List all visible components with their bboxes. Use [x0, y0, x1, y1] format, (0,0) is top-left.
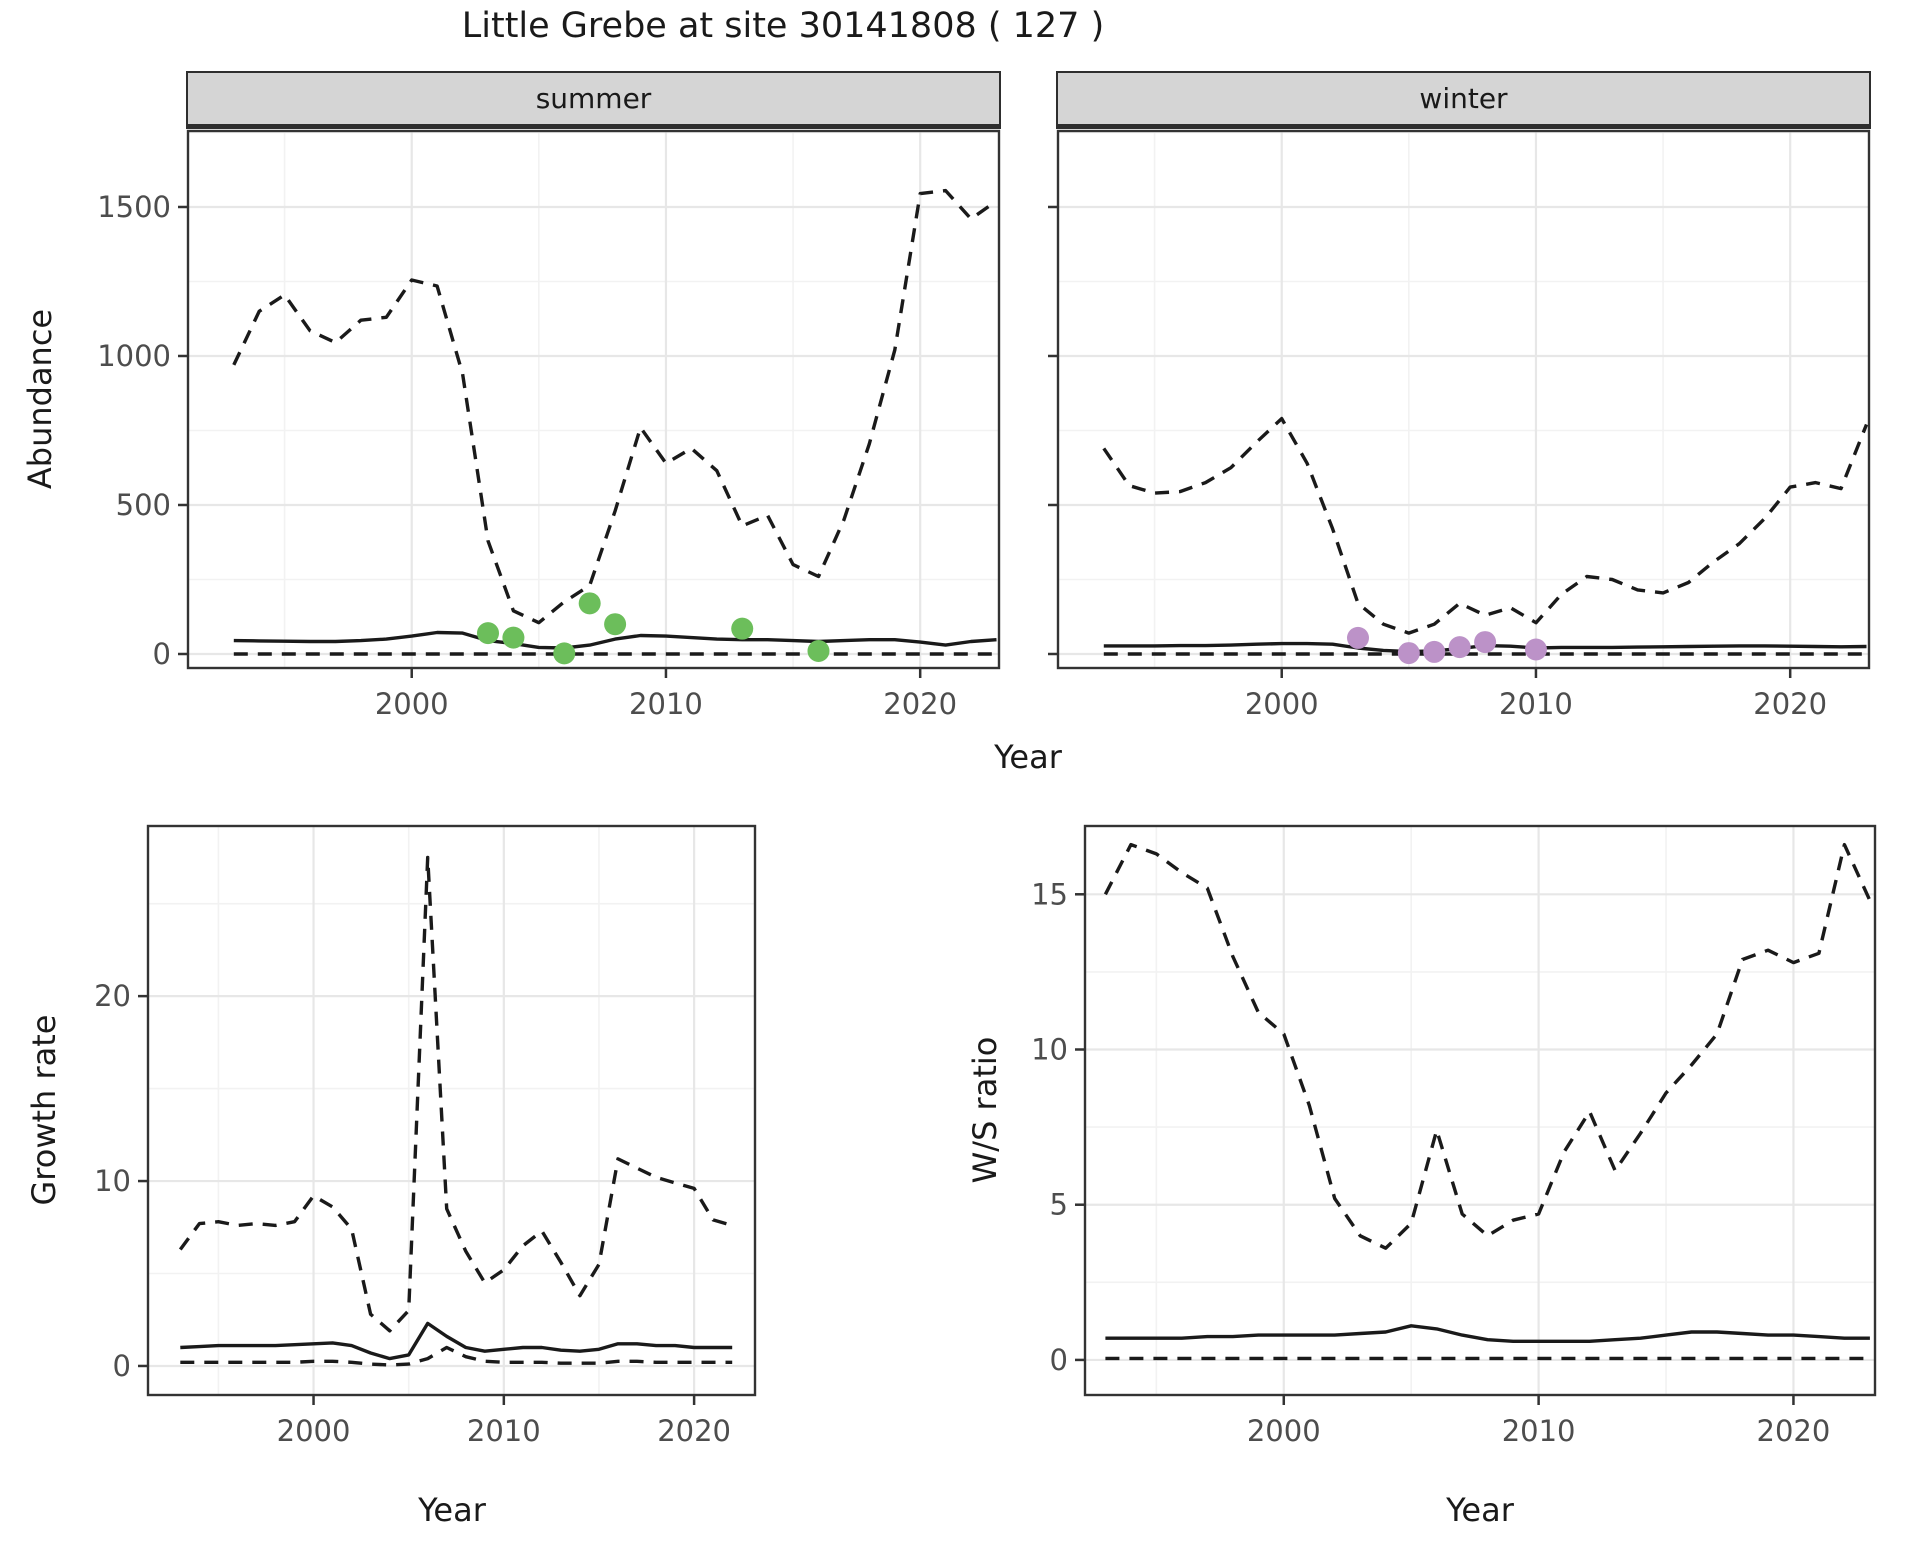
- facet-strip-summer-label: summer: [535, 82, 652, 115]
- observation-point: [1423, 640, 1446, 663]
- y-axis-tick-label: 20: [94, 979, 131, 1013]
- y-axis-title-abundance: Abundance: [21, 308, 59, 490]
- estimate-line: [1105, 1324, 1870, 1344]
- observation-point: [553, 642, 576, 665]
- x-axis-tick-label: 2000: [1245, 687, 1319, 721]
- y-axis-title-ws-ratio: W/S ratio: [966, 1036, 1004, 1184]
- upper_95ci-line: [1102, 416, 1869, 635]
- x-axis-title-year-top: Year: [994, 738, 1062, 776]
- observation-point: [1474, 631, 1497, 654]
- observation-point: [807, 640, 830, 663]
- observation-point: [1524, 638, 1547, 661]
- facet-strip-winter-label: winter: [1419, 82, 1508, 115]
- x-axis-title-year-bottom-left: Year: [418, 1491, 486, 1529]
- y-axis-tick-label: 5: [1050, 1188, 1068, 1222]
- y-axis-tick-label: 1500: [97, 190, 171, 224]
- y-axis-tick-label: 1000: [97, 339, 171, 373]
- estimate-line: [180, 1321, 733, 1361]
- panel-ws_ratio: 2000 2010 2020 0 5 10 15: [1031, 824, 1877, 1448]
- observation-point: [731, 617, 754, 640]
- observation-point: [578, 592, 601, 615]
- x-axis-tick-label: 2010: [629, 687, 703, 721]
- y-axis-tick-label: 10: [1031, 1033, 1068, 1067]
- observation-point: [1346, 626, 1369, 649]
- observation-point: [1397, 642, 1420, 665]
- facet-strip-summer: summer: [186, 71, 1001, 129]
- y-axis-tick-label: 10: [94, 1164, 131, 1198]
- upper_95ci-line: [232, 188, 998, 625]
- x-axis-tick-label: 2010: [1502, 1414, 1576, 1448]
- panel-growth_rate: 2000 2010 2020 0 10 20: [94, 824, 757, 1448]
- x-axis-tick-label: 2020: [657, 1414, 731, 1448]
- panel-border: [1083, 824, 1877, 1397]
- estimate-line: [233, 630, 997, 650]
- panel-abundance_summer: 2000 2010 2020 0 500 1000 1500: [97, 129, 1001, 721]
- upper_95ci-line: [178, 855, 733, 1333]
- observation-point: [502, 626, 525, 649]
- lower_95ci-line: [180, 1345, 733, 1367]
- panel-border: [146, 824, 757, 1397]
- x-axis-tick-label: 2010: [467, 1414, 541, 1448]
- y-axis-tick-label: 0: [1050, 1343, 1068, 1377]
- panel-border: [186, 129, 1001, 670]
- facet-strip-winter: winter: [1056, 71, 1871, 129]
- x-axis-tick-label: 2020: [883, 687, 957, 721]
- y-axis-tick-label: 0: [153, 637, 171, 671]
- y-axis-tick-label: 15: [1031, 877, 1068, 911]
- x-axis-tick-label: 2020: [1753, 687, 1827, 721]
- panel-abundance_winter: 2000 2010 2020: [1048, 129, 1871, 721]
- observation-point: [1448, 636, 1471, 659]
- x-axis-title-year-bottom-right: Year: [1446, 1491, 1514, 1529]
- panel-border: [1056, 129, 1871, 670]
- x-axis-tick-label: 2010: [1499, 687, 1573, 721]
- x-axis-tick-label: 2000: [1247, 1414, 1321, 1448]
- y-axis-tick-label: 0: [113, 1349, 131, 1383]
- chart-title: Little Grebe at site 30141808 ( 127 ): [461, 6, 1105, 46]
- upper_95ci-line: [1103, 842, 1872, 1250]
- x-axis-tick-label: 2020: [1757, 1414, 1831, 1448]
- y-axis-title-growth-rate: Growth rate: [25, 1014, 63, 1206]
- x-axis-tick-label: 2000: [375, 687, 449, 721]
- observation-point: [476, 622, 499, 645]
- observation-point: [604, 613, 627, 636]
- y-axis-tick-label: 500: [116, 488, 171, 522]
- x-axis-tick-label: 2000: [277, 1414, 351, 1448]
